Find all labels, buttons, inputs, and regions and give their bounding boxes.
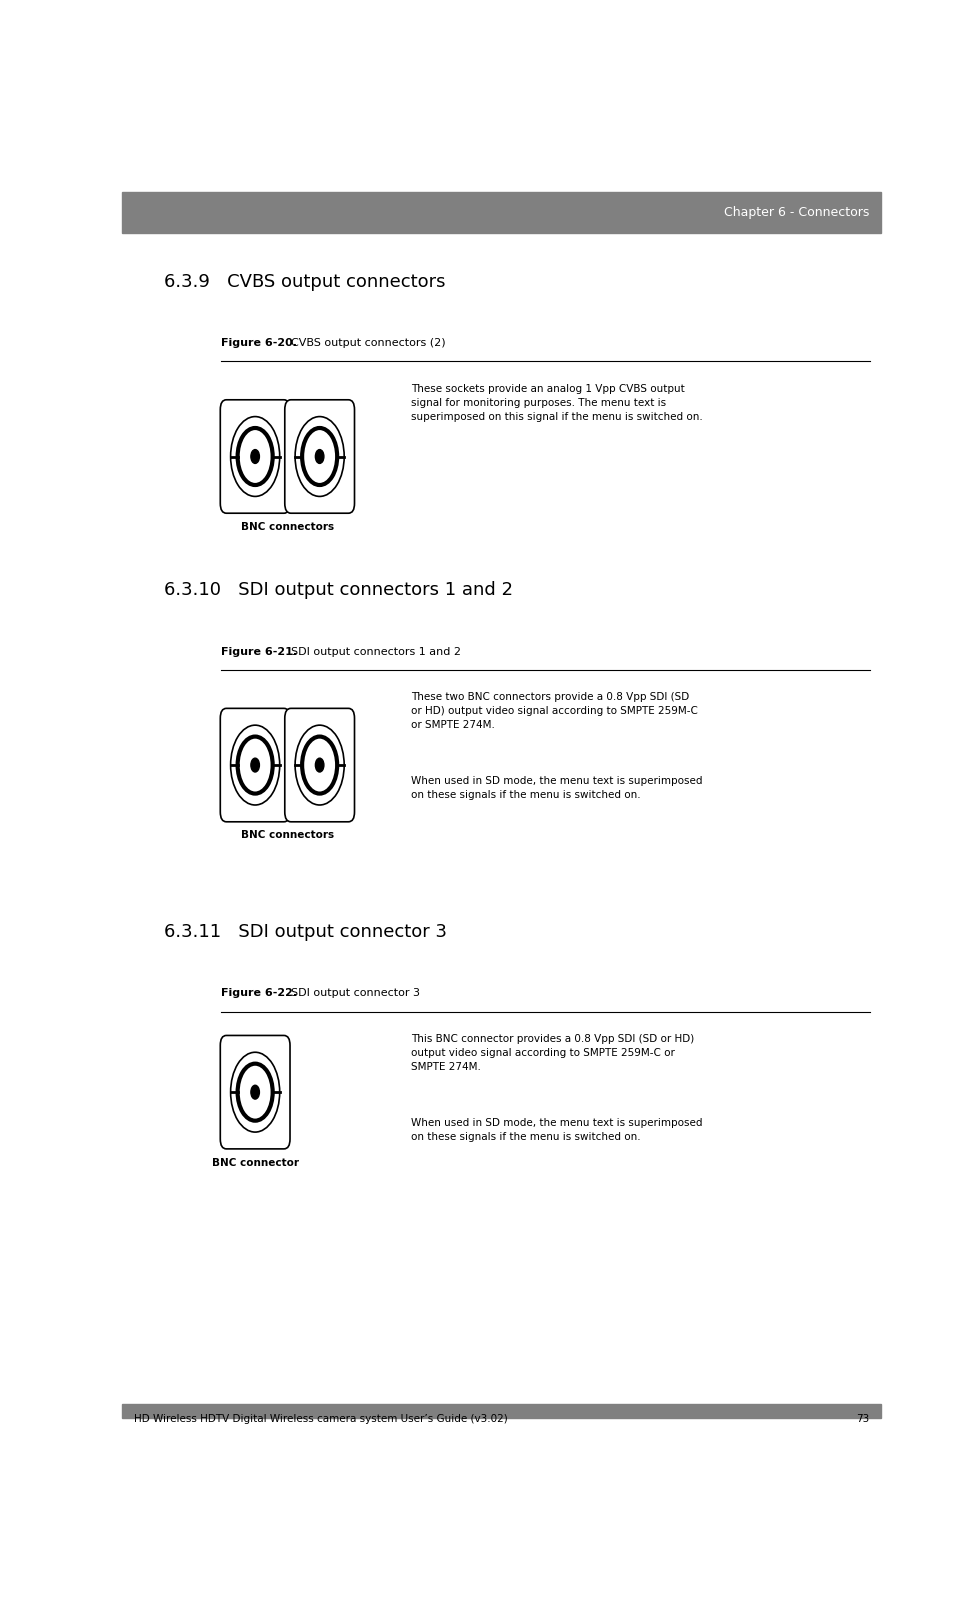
Text: 6.3.9   CVBS output connectors: 6.3.9 CVBS output connectors xyxy=(164,273,445,290)
FancyBboxPatch shape xyxy=(220,399,289,513)
Circle shape xyxy=(250,449,259,463)
Circle shape xyxy=(250,758,259,773)
Bar xyxy=(122,192,880,232)
Text: Chapter 6 - Connectors: Chapter 6 - Connectors xyxy=(724,207,868,220)
Circle shape xyxy=(294,417,344,497)
Text: HD Wireless HDTV Digital Wireless camera system User’s Guide (v3.02): HD Wireless HDTV Digital Wireless camera… xyxy=(134,1414,507,1423)
Circle shape xyxy=(302,428,336,486)
Text: These two BNC connectors provide a 0.8 Vpp SDI (SD
or HD) output video signal ac: These two BNC connectors provide a 0.8 V… xyxy=(411,692,697,731)
Text: SDI output connector 3: SDI output connector 3 xyxy=(284,989,420,999)
Text: CVBS output connectors (2): CVBS output connectors (2) xyxy=(284,338,445,348)
Text: Figure 6-20.: Figure 6-20. xyxy=(221,338,296,348)
Circle shape xyxy=(231,725,280,805)
Circle shape xyxy=(238,1064,273,1120)
FancyBboxPatch shape xyxy=(285,709,354,822)
FancyBboxPatch shape xyxy=(220,709,289,822)
Circle shape xyxy=(238,428,273,486)
Circle shape xyxy=(231,1052,280,1132)
Circle shape xyxy=(302,736,336,793)
Text: When used in SD mode, the menu text is superimposed
on these signals if the menu: When used in SD mode, the menu text is s… xyxy=(411,776,701,800)
FancyBboxPatch shape xyxy=(220,1036,289,1149)
Text: BNC connector: BNC connector xyxy=(211,1157,298,1167)
Circle shape xyxy=(294,725,344,805)
Bar xyxy=(122,1404,880,1417)
Circle shape xyxy=(238,736,273,793)
Text: Figure 6-22.: Figure 6-22. xyxy=(221,989,297,999)
Text: This BNC connector provides a 0.8 Vpp SDI (SD or HD)
output video signal accordi: This BNC connector provides a 0.8 Vpp SD… xyxy=(411,1034,693,1072)
Text: BNC connectors: BNC connectors xyxy=(241,523,334,532)
Circle shape xyxy=(231,417,280,497)
Circle shape xyxy=(315,449,324,463)
Text: These sockets provide an analog 1 Vpp CVBS output
signal for monitoring purposes: These sockets provide an analog 1 Vpp CV… xyxy=(411,383,702,422)
FancyBboxPatch shape xyxy=(285,399,354,513)
Text: Figure 6-21.: Figure 6-21. xyxy=(221,646,297,657)
Text: SDI output connectors 1 and 2: SDI output connectors 1 and 2 xyxy=(284,646,461,657)
Text: BNC connectors: BNC connectors xyxy=(241,830,334,840)
Text: When used in SD mode, the menu text is superimposed
on these signals if the menu: When used in SD mode, the menu text is s… xyxy=(411,1119,701,1141)
Circle shape xyxy=(250,1085,259,1100)
Text: 73: 73 xyxy=(856,1414,868,1423)
Text: 6.3.10   SDI output connectors 1 and 2: 6.3.10 SDI output connectors 1 and 2 xyxy=(164,582,512,600)
Text: 6.3.11   SDI output connector 3: 6.3.11 SDI output connector 3 xyxy=(164,923,447,941)
Circle shape xyxy=(315,758,324,773)
